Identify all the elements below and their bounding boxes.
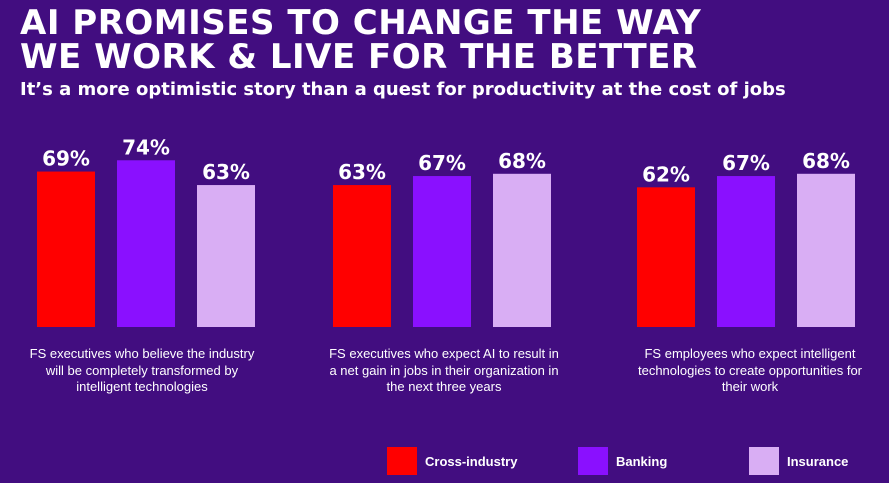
legend-swatch-banking [578, 447, 608, 475]
data-label-banking-group-1: 74% [122, 135, 170, 159]
legend: Cross-industry Banking Insurance [0, 447, 889, 477]
legend-item-insurance: Insurance [749, 447, 848, 475]
data-label-insurance-group-1: 63% [202, 160, 250, 184]
data-label-cross-industry-group-1: 69% [42, 147, 90, 171]
bar-chart: 69% 74% 63% 63% 67% 68% 62% 67% 68% [37, 135, 855, 327]
data-label-insurance-group-2: 68% [498, 149, 546, 173]
legend-swatch-cross-industry [387, 447, 417, 475]
chart-subtitle: It’s a more optimistic story than a ques… [20, 79, 786, 100]
bar-cross-industry-group-3 [637, 187, 695, 327]
bar-insurance-group-2 [493, 173, 551, 327]
bar-insurance-group-3 [797, 173, 855, 327]
data-label-insurance-group-3: 68% [802, 149, 850, 173]
category-caption-2: FS executives who expect AI to result in… [329, 346, 559, 394]
chart-title: AI PROMISES TO CHANGE THE WAY WE WORK & … [20, 6, 701, 74]
data-label-banking-group-2: 67% [418, 151, 466, 175]
legend-swatch-insurance [749, 447, 779, 475]
data-label-banking-group-3: 67% [722, 151, 770, 175]
legend-item-cross-industry: Cross-industry [387, 447, 517, 475]
bar-cross-industry-group-2 [333, 185, 391, 327]
legend-label-insurance: Insurance [787, 453, 849, 469]
category-caption-1: FS executives who believe the industry w… [29, 346, 255, 394]
bar-cross-industry-group-1 [37, 171, 95, 327]
chart-title-line-1: AI PROMISES TO CHANGE THE WAY [20, 3, 702, 43]
category-caption-3: FS employees who expect intelligent tech… [637, 346, 863, 394]
bar-insurance-group-1 [197, 185, 255, 327]
bar-banking-group-3 [717, 176, 775, 327]
bar-banking-group-2 [413, 176, 471, 327]
data-label-cross-industry-group-3: 62% [642, 162, 690, 186]
bar-banking-group-1 [117, 160, 175, 327]
legend-label-banking: Banking [616, 453, 668, 469]
legend-label-cross-industry: Cross-industry [425, 453, 518, 469]
legend-item-banking: Banking [578, 447, 667, 475]
data-label-cross-industry-group-2: 63% [338, 160, 386, 184]
chart-title-line-2: WE WORK & LIVE FOR THE BETTER [20, 37, 698, 77]
